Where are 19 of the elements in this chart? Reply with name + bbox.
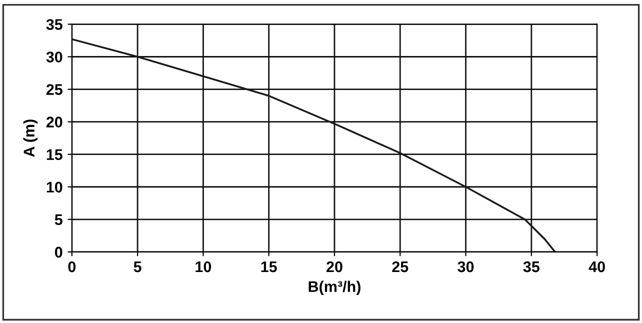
y-tick-label: 25 — [46, 84, 62, 95]
y-tick-label: 20 — [46, 116, 62, 128]
y-axis-title: A (m) — [23, 120, 38, 157]
x-tick-label: 15 — [261, 262, 277, 272]
x-axis-title: B(m³/h) — [308, 280, 360, 296]
x-tick-label: 0 — [68, 261, 76, 272]
y-tick-label: 15 — [46, 149, 62, 160]
y-tick-label: 35 — [46, 19, 62, 30]
y-tick-label: 0 — [54, 246, 62, 258]
x-tick-label: 10 — [196, 261, 212, 272]
y-tick-label: 10 — [46, 182, 62, 193]
x-tick-label: 5 — [134, 262, 142, 272]
x-tick-label: 40 — [588, 261, 605, 272]
x-tick-label: 20 — [326, 261, 342, 272]
y-tick-label: 5 — [54, 214, 62, 226]
x-tick-label: 35 — [523, 261, 540, 272]
x-tick-label: 25 — [392, 261, 408, 272]
y-tick-label: 30 — [46, 52, 62, 62]
x-tick-label: 30 — [458, 261, 474, 272]
